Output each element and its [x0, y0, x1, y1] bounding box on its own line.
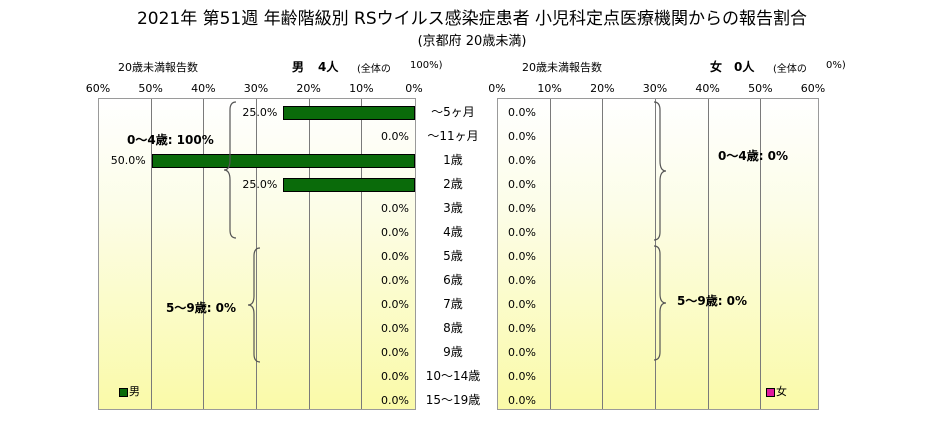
female-tick-label: 50%	[748, 82, 773, 95]
age-label: 6歳	[443, 273, 463, 287]
female-value-label: 0.0%	[508, 202, 536, 215]
female-value-label: 0.0%	[508, 250, 536, 263]
female-value-label: 0.0%	[508, 154, 536, 167]
female-value-label: 0.0%	[508, 298, 536, 311]
female-value-label: 0.0%	[508, 178, 536, 191]
male-plot-area: 男 25.0% 0.0% 50.0% 25.0% 0.0% 0.0% 0.0% 0.0% 0.0…	[98, 98, 416, 410]
male-gridline	[308, 99, 310, 409]
male-value-label: 0.0%	[381, 370, 409, 383]
chart-subtitle: (京都府 20歳未満)	[417, 34, 527, 49]
age-label: 7歳	[443, 297, 463, 311]
male-value-label: 0.0%	[381, 394, 409, 407]
male-share-label: (全体の	[357, 64, 391, 75]
male-value-label: 0.0%	[381, 226, 409, 239]
male-value-label: 0.0%	[381, 322, 409, 335]
chart-title: 2021年 第51週 年齢階級別 RSウイルス感染症患者 小児科定点医療機関から…	[136, 9, 808, 29]
male-group-5-9-label: 5～9歳: 0%	[166, 301, 237, 315]
male-gridline	[203, 99, 205, 409]
age-label: 4歳	[443, 225, 463, 239]
female-share-label: (全体の	[773, 64, 807, 75]
female-brace-5-9	[653, 245, 667, 361]
female-group-5-9-label: 5～9歳: 0%	[677, 294, 748, 308]
female-group-0-4-label: 0～4歳: 0%	[718, 149, 789, 163]
female-value-label: 0.0%	[508, 226, 536, 239]
male-gridline	[361, 99, 363, 409]
age-label: 5歳	[443, 249, 463, 263]
male-bar	[283, 178, 415, 192]
male-tick-label: 10%	[349, 82, 374, 95]
female-tick-label: 10%	[537, 82, 562, 95]
age-label: 9歳	[443, 345, 463, 359]
female-legend: 女	[766, 383, 787, 399]
male-value-label: 0.0%	[381, 130, 409, 143]
age-label: ～5ヶ月	[431, 105, 475, 119]
female-brace-0-4	[653, 101, 667, 241]
age-label: ～11ヶ月	[427, 129, 479, 143]
male-bar	[151, 154, 415, 168]
female-value-label: 0.0%	[508, 394, 536, 407]
male-tick-label: 40%	[191, 82, 216, 95]
male-legend: 男	[119, 383, 140, 399]
female-tick-label: 30%	[642, 82, 668, 95]
female-value-label: 0.0%	[508, 370, 536, 383]
female-value-label: 0.0%	[508, 106, 536, 119]
male-gridline	[150, 99, 152, 409]
female-gridline	[655, 99, 656, 409]
female-value-label: 0.0%	[508, 322, 536, 335]
male-value-label: 0.0%	[381, 202, 409, 215]
female-tick-label: 20%	[590, 82, 615, 95]
female-value-label: 0.0%	[508, 274, 536, 287]
female-legend-label: 女	[776, 385, 787, 398]
age-label: 10～14歳	[425, 369, 481, 383]
female-gridline	[602, 99, 604, 409]
male-group-0-4-label: 0～4歳: 100%	[127, 133, 214, 147]
male-tick-label: 30%	[243, 82, 269, 95]
male-brace-0-4	[223, 101, 237, 239]
female-gridline	[549, 99, 551, 409]
female-tick-label: 0%	[488, 82, 506, 95]
female-tick-label: 40%	[695, 82, 720, 95]
female-sex-label: 女	[710, 60, 723, 74]
age-label: 2歳	[443, 177, 463, 191]
male-tick-label: 20%	[296, 82, 321, 95]
age-label: 3歳	[443, 201, 463, 215]
female-tick-label: 60%	[800, 82, 826, 95]
male-value-label: 0.0%	[381, 298, 409, 311]
age-label: 1歳	[443, 153, 463, 167]
male-share-value: 100%)	[410, 60, 443, 71]
female-count-label: 20歳未満報告数	[522, 61, 602, 74]
male-tick-label: 50%	[138, 82, 163, 95]
male-value-label: 25.0%	[242, 178, 278, 191]
female-legend-swatch	[766, 387, 775, 397]
female-gridline	[760, 99, 762, 409]
female-gridline	[707, 99, 709, 409]
male-persons: 4人	[318, 60, 339, 74]
female-value-label: 0.0%	[508, 130, 536, 143]
male-value-label: 25.0%	[242, 106, 278, 119]
male-value-label: 0.0%	[381, 274, 409, 287]
female-persons: 0人	[734, 60, 755, 74]
male-brace-5-9	[247, 247, 261, 363]
age-label: 15～19歳	[425, 393, 481, 407]
female-share-value: 0%)	[826, 60, 846, 71]
male-value-label: 0.0%	[381, 346, 409, 359]
male-sex-label: 男	[292, 60, 305, 74]
male-tick-label: 0%	[405, 82, 423, 95]
male-legend-label: 男	[129, 385, 140, 398]
female-value-label: 0.0%	[508, 346, 536, 359]
male-legend-swatch	[119, 387, 128, 397]
male-bar	[283, 106, 415, 120]
male-gridline	[256, 99, 257, 409]
male-tick-label: 60%	[85, 82, 111, 95]
male-count-label: 20歳未満報告数	[118, 61, 198, 74]
male-value-label: 50.0%	[110, 154, 146, 167]
male-value-label: 0.0%	[381, 250, 409, 263]
age-label: 8歳	[443, 321, 463, 335]
